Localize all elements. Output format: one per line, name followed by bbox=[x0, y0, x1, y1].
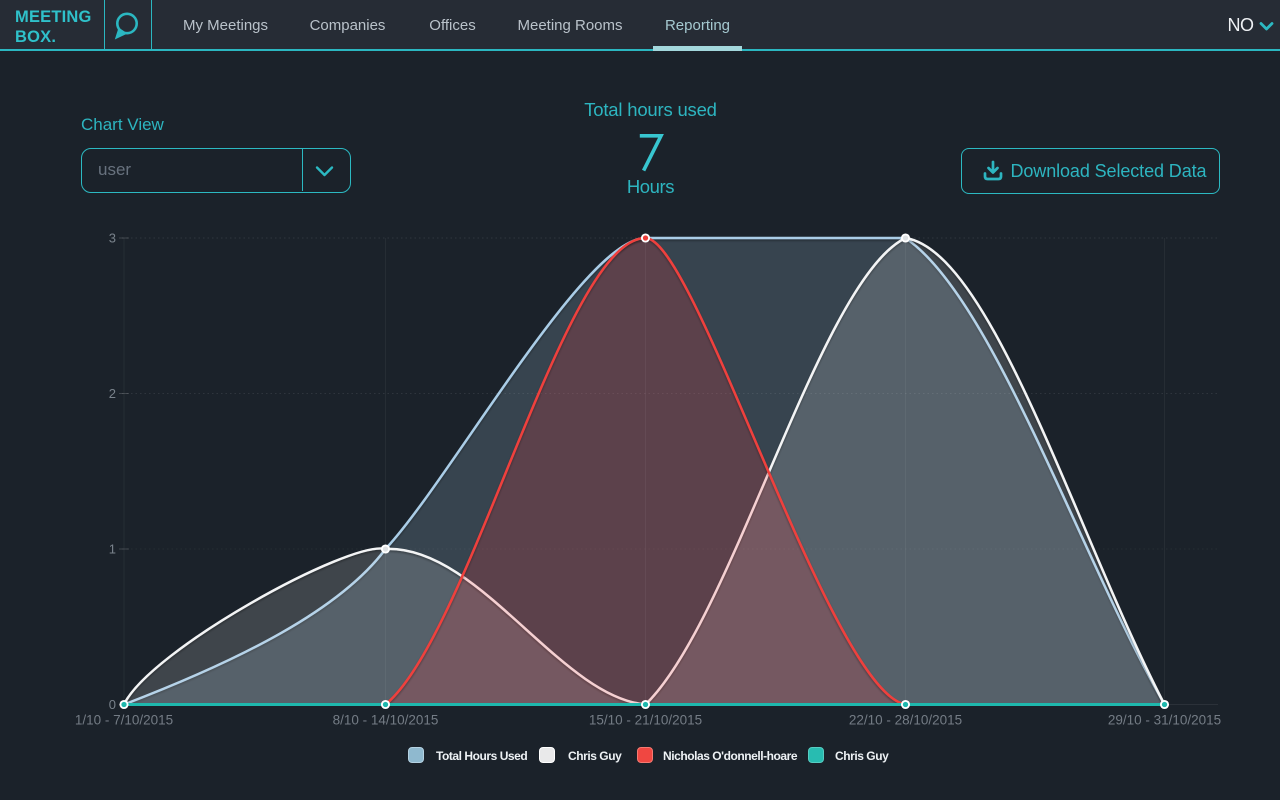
svg-text:2: 2 bbox=[109, 386, 116, 401]
svg-text:1: 1 bbox=[109, 542, 116, 557]
svg-text:0: 0 bbox=[109, 697, 116, 712]
svg-text:3: 3 bbox=[109, 231, 116, 246]
svg-text:8/10 - 14/10/2015: 8/10 - 14/10/2015 bbox=[333, 713, 439, 728]
svg-text:22/10 - 28/10/2015: 22/10 - 28/10/2015 bbox=[849, 713, 962, 728]
svg-text:29/10 - 31/10/2015: 29/10 - 31/10/2015 bbox=[1108, 713, 1221, 728]
svg-text:1/10 - 7/10/2015: 1/10 - 7/10/2015 bbox=[75, 713, 173, 728]
svg-text:15/10 - 21/10/2015: 15/10 - 21/10/2015 bbox=[589, 713, 702, 728]
